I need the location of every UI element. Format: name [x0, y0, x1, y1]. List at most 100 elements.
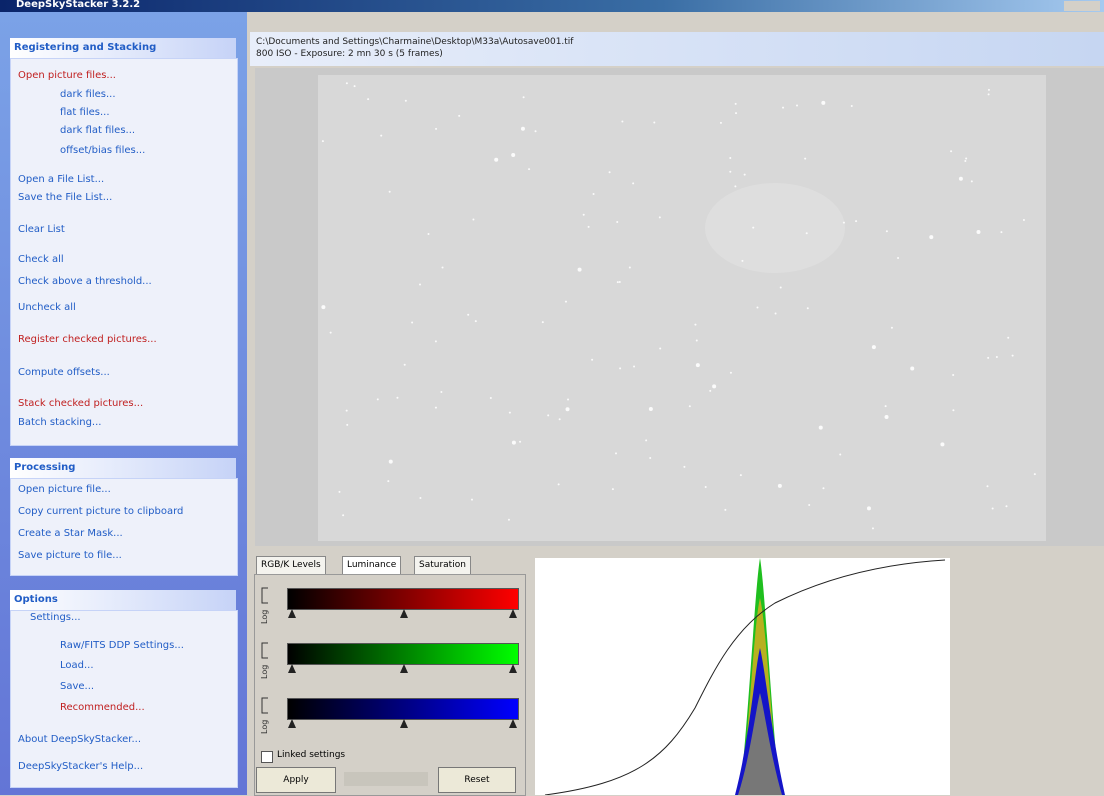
star [593, 193, 595, 195]
group-header[interactable]: Options [10, 590, 236, 610]
group-panel [10, 58, 238, 446]
star [629, 267, 631, 269]
star [897, 257, 899, 259]
tab[interactable]: Luminance [342, 556, 401, 574]
star [952, 409, 954, 411]
checkbox[interactable] [261, 751, 273, 763]
log-checkbox[interactable] [262, 588, 268, 713]
star [807, 307, 809, 309]
toolbar-icons[interactable] [344, 772, 428, 786]
star [971, 180, 973, 182]
menu-item[interactable]: Save... [60, 681, 94, 692]
menu-item[interactable]: Check above a threshold... [18, 276, 152, 287]
image-view[interactable] [255, 68, 1104, 546]
window-buttons[interactable] [1064, 1, 1100, 11]
star [511, 153, 515, 157]
menu-item[interactable]: Settings... [30, 612, 81, 623]
group-header[interactable]: Registering and Stacking [10, 38, 236, 58]
apply-button[interactable]: Apply [256, 767, 336, 793]
menu-item[interactable]: offset/bias files... [60, 145, 145, 156]
menu-item[interactable]: Raw/FITS DDP Settings... [60, 640, 184, 651]
menu-item[interactable]: Stack checked pictures... [18, 398, 143, 409]
star [804, 158, 806, 160]
star [730, 372, 732, 374]
star [689, 405, 691, 407]
log-label: Log [260, 665, 269, 679]
star [509, 412, 511, 414]
star [380, 135, 382, 137]
star [950, 150, 952, 152]
menu-item[interactable]: Create a Star Mask... [18, 528, 123, 539]
star [806, 232, 808, 234]
star [442, 267, 444, 269]
star [632, 182, 634, 184]
star [910, 366, 914, 370]
star [929, 235, 933, 239]
star [1005, 505, 1007, 507]
star [1000, 231, 1002, 233]
file-path: C:\Documents and Settings\Charmaine\Desk… [256, 37, 573, 47]
star [775, 313, 777, 315]
star [988, 89, 990, 91]
menu-item[interactable]: Open picture files... [18, 70, 116, 81]
star [621, 120, 623, 122]
group-header[interactable]: Processing [10, 458, 236, 478]
menu-item[interactable]: flat files... [60, 107, 110, 118]
star [986, 485, 988, 487]
star [330, 332, 332, 334]
star [796, 105, 798, 107]
reset-button[interactable]: Reset [438, 767, 516, 793]
log-label: Log [260, 610, 269, 624]
star [467, 314, 469, 316]
star [808, 504, 810, 506]
star [964, 160, 966, 162]
star [778, 484, 782, 488]
star [709, 390, 711, 392]
menu-item[interactable]: About DeepSkyStacker... [18, 734, 141, 745]
menu-item[interactable]: Save picture to file... [18, 550, 122, 561]
menu-item[interactable]: Batch stacking... [18, 417, 101, 428]
star [494, 158, 498, 162]
star [645, 439, 647, 441]
star [528, 168, 530, 170]
star [559, 418, 561, 420]
star [342, 514, 344, 516]
star [346, 82, 348, 84]
star [377, 398, 379, 400]
menu-item[interactable]: dark files... [60, 89, 116, 100]
menu-item[interactable]: Uncheck all [18, 302, 76, 313]
menu-item[interactable]: Save the File List... [18, 192, 112, 203]
menu-item[interactable]: Recommended... [60, 702, 145, 713]
star [419, 497, 421, 499]
star [712, 384, 716, 388]
star [578, 268, 582, 272]
menu-item[interactable]: Check all [18, 254, 64, 265]
menu-item[interactable]: Register checked pictures... [18, 334, 157, 345]
star [872, 527, 874, 529]
menu-item[interactable]: Clear List [18, 224, 65, 235]
handles[interactable] [288, 609, 517, 728]
star [404, 364, 406, 366]
menu-item[interactable]: Open a File List... [18, 174, 104, 185]
star [735, 112, 737, 114]
star [1034, 473, 1036, 475]
menu-item[interactable]: dark flat files... [60, 125, 135, 136]
star [396, 397, 398, 399]
tab[interactable]: RGB/K Levels [256, 556, 326, 574]
star [542, 321, 544, 323]
star [435, 340, 437, 342]
menu-item[interactable]: Compute offsets... [18, 367, 110, 378]
star [389, 191, 391, 193]
menu-item[interactable]: DeepSkyStacker's Help... [18, 761, 143, 772]
sidebar: Registering and Stacking Processing Opti… [0, 12, 247, 795]
star [633, 366, 635, 368]
menu-item[interactable]: Load... [60, 660, 94, 671]
menu-item[interactable]: Open picture file... [18, 484, 111, 495]
tab[interactable]: Saturation [414, 556, 471, 574]
menu-item[interactable]: Copy current picture to clipboard [18, 506, 183, 517]
star [612, 488, 614, 490]
star [583, 214, 585, 216]
star [756, 306, 758, 308]
star [683, 466, 685, 468]
page: {"title_bar": {"title": "DeepSkyStacker … [0, 0, 1104, 795]
